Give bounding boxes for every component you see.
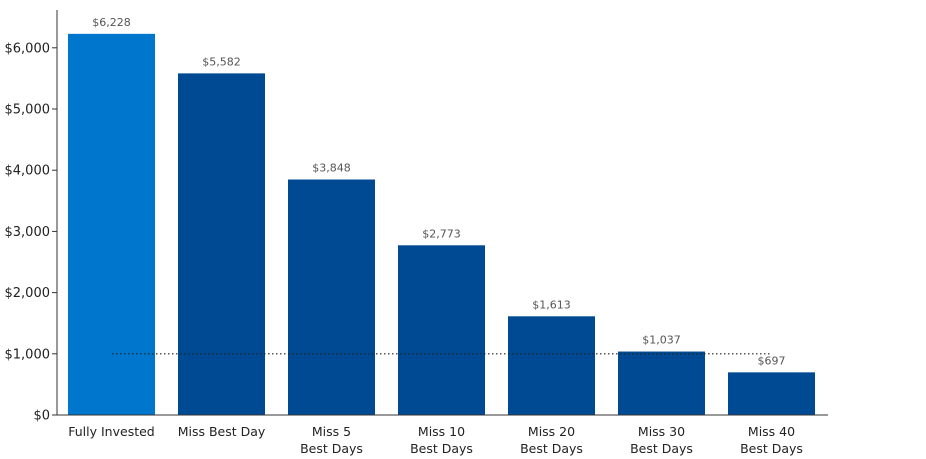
value-label: $3,848 xyxy=(312,162,351,175)
axes xyxy=(56,10,828,416)
x-tick-label: Best Days xyxy=(300,441,363,456)
value-label: $2,773 xyxy=(422,227,461,240)
y-tick-label: $4,000 xyxy=(5,164,51,179)
y-tick-label: $5,000 xyxy=(5,103,51,118)
bar xyxy=(68,33,155,415)
value-labels: $6,228 $5,582 $3,848 $2,773 $1,613 $1,037 $697 xyxy=(92,16,785,367)
x-tick-label: Miss 10 xyxy=(418,424,465,439)
x-tick-label: Best Days xyxy=(630,441,693,456)
x-tick-label: Miss 20 xyxy=(528,424,575,439)
bars xyxy=(68,33,815,416)
x-tick-label: Miss 40 xyxy=(748,424,795,439)
y-axis-ticks: $0 $1,000 $2,000 $3,000 $4,000 $5,000 $6,000 xyxy=(5,41,57,424)
x-tick-label: Miss 5 xyxy=(312,424,351,439)
value-label: $1,037 xyxy=(642,334,681,347)
bar xyxy=(508,316,595,415)
y-tick-label: $6,000 xyxy=(5,41,51,56)
x-tick-label: Best Days xyxy=(740,441,803,456)
bar xyxy=(288,179,375,415)
y-tick-label: $3,000 xyxy=(5,225,51,240)
value-label: $5,582 xyxy=(202,55,241,68)
y-tick-label: $0 xyxy=(33,409,50,424)
x-tick-label: Miss 30 xyxy=(638,424,685,439)
x-tick-label: Best Days xyxy=(520,441,583,456)
value-label: $697 xyxy=(758,354,786,367)
x-tick-label: Miss Best Day xyxy=(178,424,266,439)
bar xyxy=(728,372,815,415)
bar xyxy=(178,73,265,416)
y-tick-label: $2,000 xyxy=(5,286,51,301)
x-tick-label: Fully Invested xyxy=(68,424,154,439)
bar xyxy=(618,351,705,415)
y-tick-label: $1,000 xyxy=(5,347,51,362)
x-tick-label: Best Days xyxy=(410,441,473,456)
value-label: $1,613 xyxy=(532,298,571,311)
category-labels: Fully Invested Miss Best Day Miss 5 Best Da… xyxy=(68,424,803,456)
value-label: $6,228 xyxy=(92,16,131,29)
bar xyxy=(398,245,485,415)
